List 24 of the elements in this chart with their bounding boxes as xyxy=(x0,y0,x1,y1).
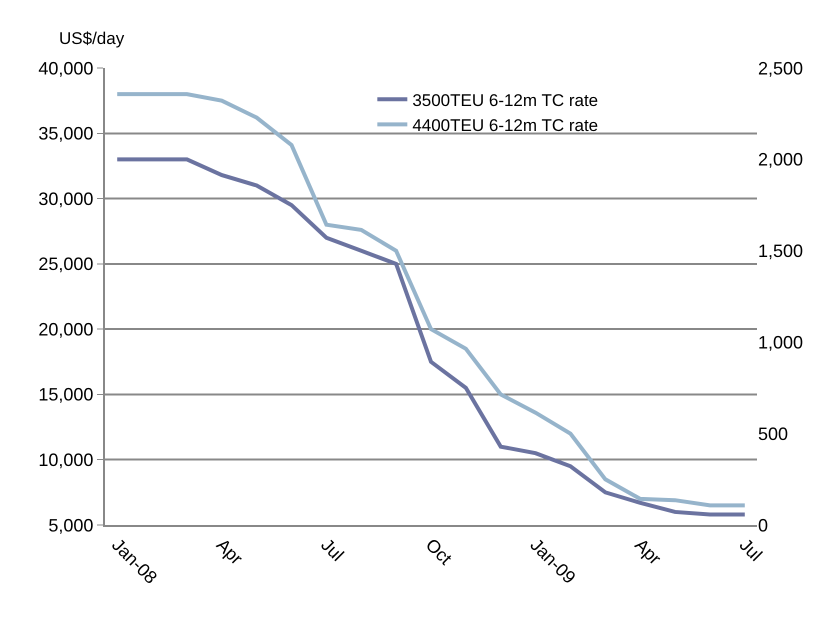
y-tick-label: 5,000 xyxy=(48,515,94,536)
y2-tick-label: 2,000 xyxy=(758,150,804,170)
y-tick-label: 40,000 xyxy=(38,58,94,78)
legend-label: 4400TEU 6-12m TC rate xyxy=(412,116,598,135)
x-tick-label: Apr xyxy=(631,534,665,569)
x-tick-label: Oct xyxy=(422,534,456,569)
y2-tick-label: 1,500 xyxy=(758,241,804,262)
y-tick-label: 10,000 xyxy=(38,450,94,470)
y2-tick-label: 500 xyxy=(758,424,788,444)
x-tick-label: Apr xyxy=(212,534,247,569)
line-series xyxy=(115,92,747,508)
legend-label: 3500TEU 6-12m TC rate xyxy=(412,90,598,110)
y2-tick-label: 0 xyxy=(758,515,768,536)
y-axis-title: US$/day xyxy=(59,29,125,48)
y2-tick-label: 1,000 xyxy=(758,332,804,352)
y2-tick-label: 2,500 xyxy=(758,58,804,78)
y-tick-label: 25,000 xyxy=(38,254,94,274)
y-tick-label: 15,000 xyxy=(38,384,94,405)
line-series xyxy=(115,157,747,517)
x-tick-label: Jul xyxy=(736,534,766,566)
y-tick-label: 20,000 xyxy=(38,319,94,340)
y-tick-label: 30,000 xyxy=(38,188,94,209)
x-tick-label: Jul xyxy=(317,534,348,566)
y-tick-label: 35,000 xyxy=(38,124,94,144)
